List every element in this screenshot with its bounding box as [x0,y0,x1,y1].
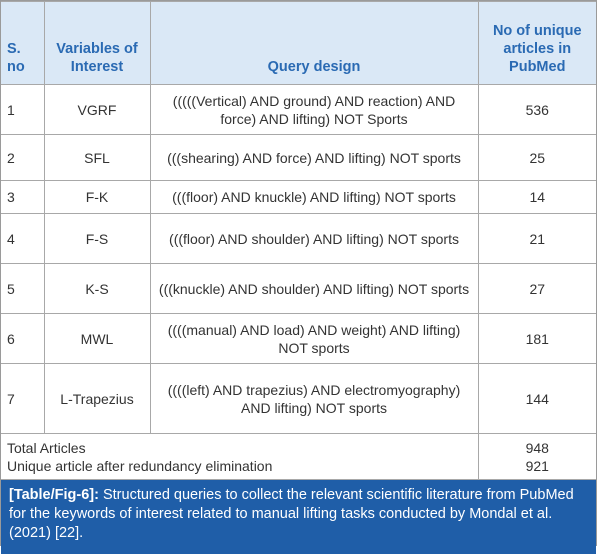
row: 3 F-K (((floor) AND knuckle) AND lifting) … [1,180,596,214]
cell: (((((Vertical) AND ground) AND reaction)… [149,84,479,135]
header-row: S. no Variables of Interest Query design No… [1,1,596,85]
cell: 21 [477,213,596,264]
total-label: Total Articles [7,439,86,456]
cell: MWL [43,313,151,364]
cell: SFL [43,134,151,181]
caption: [Table/Fig-6]: Structured queries to col… [1,480,596,554]
cell: (((knuckle) AND shoulder) AND lifting) N… [149,263,479,314]
cell: (((floor) AND shoulder) AND lifting) NOT… [149,213,479,264]
table: S. no Variables of Interest Query design No… [1,1,596,480]
cell: 5 [1,263,45,314]
cell: 181 [477,313,596,364]
cell: 27 [477,263,596,314]
cell: 14 [477,180,596,214]
cell: F-K [43,180,151,214]
totals-labels: Total Articles Unique article after redun… [1,433,479,480]
cell: F-S [43,213,151,264]
caption-label: [Table/Fig-6]: [9,487,99,503]
totals-row: Total Articles Unique article after redun… [1,433,596,480]
cell: VGRF [43,84,151,135]
row: 6 MWL ((((manual) AND load) AND weight) AN… [1,313,596,364]
cell: 2 [1,134,45,181]
cell: 7 [1,363,45,434]
cell: (((floor) AND knuckle) AND lifting) NOT … [149,180,479,214]
cell: (((shearing) AND force) AND lifting) NOT… [149,134,479,181]
cell: ((((left) AND trapezius) AND electromyog… [149,363,479,434]
total-value: 921 [525,457,549,474]
row: 5 K-S (((knuckle) AND shoulder) AND liftin… [1,263,596,314]
cell: K-S [43,263,151,314]
row: 7 L-Trapezius ((((left) AND trapezius) AND… [1,363,596,434]
total-value: 948 [525,439,549,456]
cell: 6 [1,313,45,364]
row: 1 VGRF (((((Vertical) AND ground) AND reac… [1,84,596,135]
totals-values: 948 921 [477,433,596,480]
cell: 1 [1,84,45,135]
row: 4 F-S (((floor) AND shoulder) AND lifting)… [1,213,596,264]
row: 2 SFL (((shearing) AND force) AND lifting)… [1,134,596,181]
header-cell: S. no [1,1,45,85]
header-cell: Variables of Interest [43,1,151,85]
cell: 3 [1,180,45,214]
cell: 536 [477,84,596,135]
cell: 25 [477,134,596,181]
cell: 144 [477,363,596,434]
cell: L-Trapezius [43,363,151,434]
cell: 4 [1,213,45,264]
header-cell: No of unique articles in PubMed [477,1,596,85]
total-label: Unique article after redundancy eliminat… [7,457,273,474]
caption-text: Structured queries to collect the releva… [9,487,574,541]
cell: ((((manual) AND load) AND weight) AND li… [149,313,479,364]
header-cell: Query design [149,1,479,85]
